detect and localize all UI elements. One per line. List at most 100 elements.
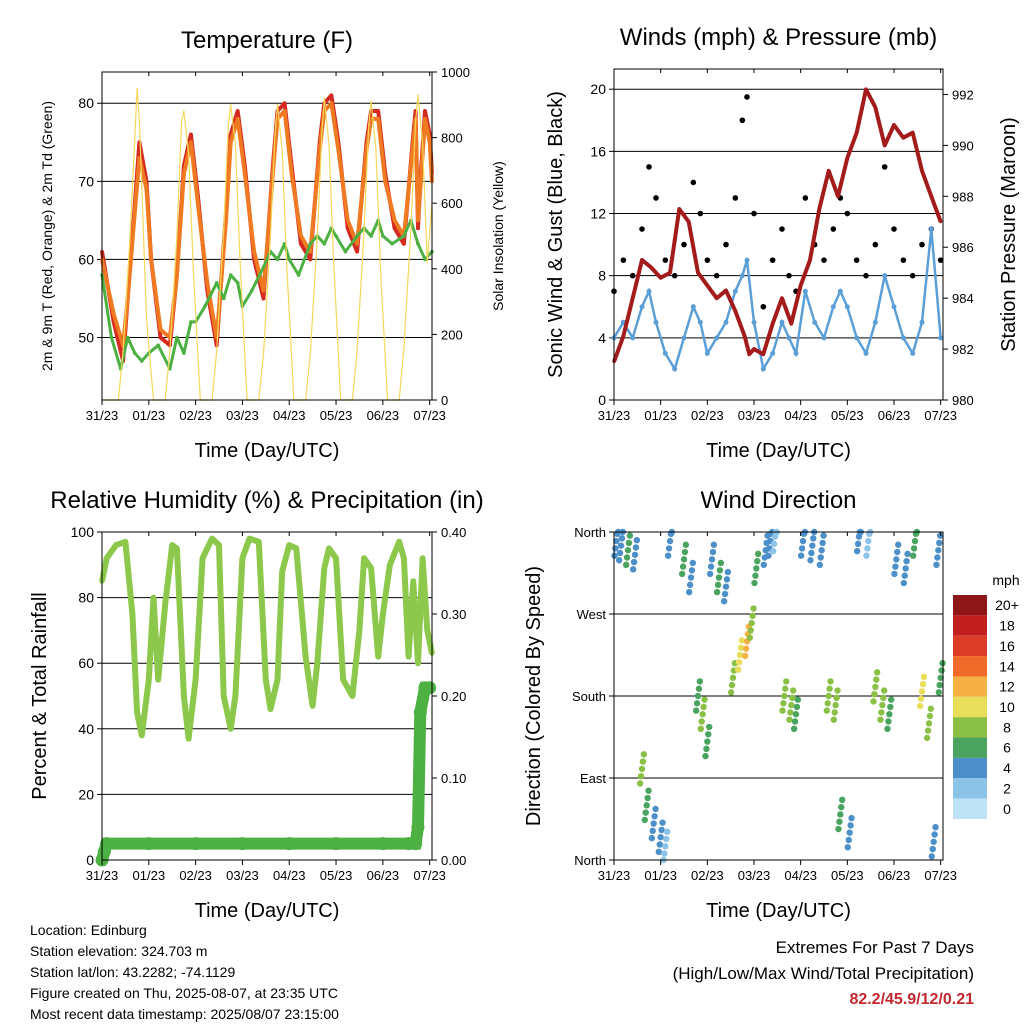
x-tick-label: 07/23 [413,408,446,423]
gust-point [830,226,837,232]
rh-point [424,627,430,633]
gust-point [690,179,697,186]
direction-point [903,557,910,565]
gust-point [760,303,767,310]
colorbar-swatch [953,717,987,738]
solar-point [421,143,424,145]
gust-point [653,195,659,201]
y-tick-label: 60 [78,655,94,671]
pressure-point [761,352,765,356]
solar-point [379,268,382,270]
y2-tick-label: 0.00 [441,853,466,868]
direction-point [662,843,669,850]
rh-point [134,709,140,715]
colorbar-swatch [953,635,987,657]
x-tick-label: 03/23 [226,868,259,883]
gust-point [863,272,869,279]
direction-point [870,698,877,705]
direction-point [783,678,790,685]
rh-point [155,677,161,683]
direction-point [844,844,851,851]
x-tick-label: 05/23 [320,408,353,423]
gust-point [620,257,627,263]
direction-point [750,605,757,612]
direction-point [737,644,745,651]
colorbar-label: 0 [1003,801,1011,817]
direction-point [809,542,816,549]
dewpoint-point [275,257,280,262]
wind-point [928,226,934,232]
dewpoint-point [235,281,240,285]
y2-tick-label: 0.40 [441,525,466,540]
temp_9m-point [196,202,200,207]
rh-point [246,536,252,542]
y2-tick-label: 0.20 [441,689,466,704]
pressure-point [892,123,896,127]
direction-point [658,826,665,834]
temp_2m-point [308,257,313,262]
pressure-point [939,220,943,224]
direction-point [871,690,878,698]
direction-point [721,590,729,598]
direction-point [709,548,717,556]
dewpoint-point [249,288,254,293]
direction-point [661,850,668,857]
gust-point [891,226,897,232]
gust-point [697,210,704,217]
direction-point [831,709,838,716]
gust-point [713,272,720,279]
direction-point [865,537,872,545]
temp_9m-point [345,218,350,223]
temp_9m-point [423,117,427,121]
temp_2m-point [261,296,266,301]
rh-point [263,677,269,683]
y2-tick-label: 200 [441,327,463,342]
direction-point [881,687,888,694]
y2-axis-label: Solar Insolation (Yellow) [490,161,506,311]
colorbar-label: 4 [1003,760,1011,776]
direction-point [820,532,827,539]
wind-point [821,335,827,341]
direction-point [864,545,871,552]
direction-point [788,701,795,709]
direction-point [786,716,793,723]
direction-point [888,696,895,703]
direction-point [920,673,928,681]
temp_9m-point [336,148,341,152]
direction-point [931,831,938,838]
direction-point [651,813,658,820]
rh-point [340,677,346,683]
colorbar-swatch [953,656,987,677]
y-axis-label: 2m & 9m T (Red, Orange) & 2m Td (Green) [39,101,55,371]
direction-point [666,537,674,545]
direction-point [760,561,767,568]
temp_9m-point [383,179,387,184]
solar-point [192,268,195,270]
rh-point [228,726,234,732]
direction-point [900,579,907,587]
pressure-point [733,309,737,313]
gust-point [909,272,916,279]
y2-tick-label: 982 [952,342,974,357]
pressure-point [752,347,756,351]
direction-point [863,552,870,559]
direction-point [937,674,944,681]
pressure-point [845,156,849,160]
gust-point [671,272,678,279]
colorbar-label: 10 [999,699,1015,715]
pressure-point [649,266,653,270]
direction-point [826,685,833,692]
x-tick-label: 02/23 [691,868,724,883]
direction-point [715,574,723,581]
direction-point [836,818,843,825]
x-tick-label: 01/23 [644,868,677,883]
temp_2m-point [416,226,420,230]
direction-point [818,547,825,554]
direction-point [656,841,663,848]
solar-point [187,153,190,155]
station-info: Location: Edinburg Station elevation: 32… [30,920,339,1025]
solar-point [370,100,372,103]
pressure-point [827,169,831,173]
rh-point [256,539,262,545]
